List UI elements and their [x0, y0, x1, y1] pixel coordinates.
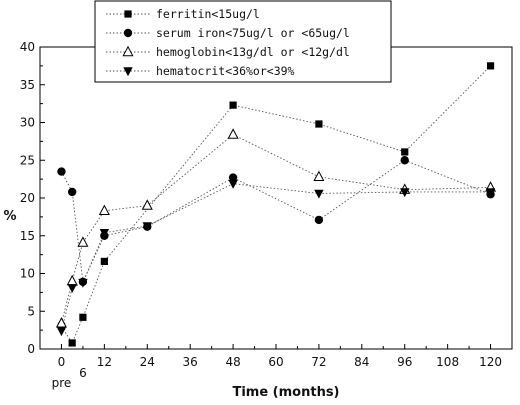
series-line-1	[61, 159, 491, 284]
y-tick-label: 0	[27, 342, 35, 356]
y-tick-label: 40	[20, 40, 35, 54]
legend-label: serum iron<75ug/l or <65ug/l	[156, 26, 350, 40]
legend-label: hematocrit<36%or<39%	[156, 64, 295, 78]
legend-box	[94, 0, 392, 83]
data-point-2	[141, 199, 153, 210]
legend: ferritin<15ug/l serum iron<75ug/l or <65u…	[94, 0, 392, 83]
x-tick-label: 36	[183, 355, 198, 369]
series-lines	[61, 65, 491, 344]
x-axis: 0 12 24 36 48 60 72 84 96 108 120 pre 6	[52, 344, 502, 390]
data-point-0	[229, 101, 237, 109]
y-tick-label: 15	[20, 229, 35, 243]
legend-label: hemoglobin<13g/dl or <12g/dl	[156, 45, 350, 59]
data-point-2	[55, 317, 67, 328]
y-tick-label: 25	[20, 153, 35, 167]
data-point-3	[485, 188, 496, 198]
data-point-2	[77, 236, 89, 247]
data-point-3	[314, 189, 324, 199]
data-point-2	[66, 274, 78, 286]
series-line-0	[61, 65, 491, 344]
legend-marker	[122, 45, 134, 57]
x-tick-label: 72	[311, 355, 326, 369]
x-tick-label: 0	[58, 355, 66, 369]
series-markers	[55, 62, 497, 347]
data-point-3	[56, 327, 67, 337]
y-axis: 0 5 10 15 20 25 30 35 40	[20, 40, 45, 356]
x-tick-label: 120	[479, 355, 502, 369]
data-point-1	[57, 167, 66, 176]
x-axis-title: Time (months)	[232, 385, 339, 400]
legend-marker	[123, 28, 133, 38]
series-line-3	[61, 183, 491, 331]
y-axis-title: %	[3, 209, 16, 224]
data-point-1	[314, 215, 324, 225]
y-tick-label: 5	[27, 304, 35, 318]
data-point-3	[78, 278, 88, 288]
data-point-2	[313, 170, 325, 182]
y-tick-label: 30	[20, 116, 35, 130]
data-point-0	[315, 120, 323, 128]
y-tick-label: 20	[20, 191, 35, 205]
x-tick-label: 96	[397, 355, 412, 369]
x-extra-label: pre	[52, 376, 72, 390]
data-point-1	[228, 173, 238, 182]
legend-marker	[124, 10, 132, 18]
data-point-0	[100, 257, 108, 266]
data-point-3	[228, 179, 238, 189]
data-point-1	[400, 156, 409, 165]
x-tick-label: 48	[225, 355, 240, 369]
data-point-3	[67, 284, 77, 294]
legend-label: ferritin<15ug/l	[156, 7, 260, 21]
data-point-3	[99, 229, 110, 238]
data-point-0	[79, 313, 87, 321]
data-point-3	[142, 222, 152, 232]
x-tick-label: 108	[436, 355, 459, 369]
legend-marker	[123, 67, 133, 77]
data-point-1	[67, 187, 77, 197]
y-tick-label: 35	[20, 78, 35, 92]
data-point-2	[227, 128, 239, 139]
x-tick-label: 84	[354, 355, 369, 369]
x-tick-label: 24	[140, 355, 155, 369]
data-point-2	[98, 204, 110, 216]
x-tick-label: 12	[97, 355, 112, 369]
data-point-0	[486, 62, 495, 70]
data-point-0	[68, 339, 76, 347]
x-extra-label: 6	[79, 366, 87, 380]
data-point-3	[400, 188, 410, 198]
plot-frame	[39, 46, 513, 350]
series-line-2	[61, 134, 491, 324]
x-tick-label: 60	[268, 355, 283, 369]
y-tick-label: 10	[20, 267, 35, 281]
data-point-0	[401, 148, 409, 156]
